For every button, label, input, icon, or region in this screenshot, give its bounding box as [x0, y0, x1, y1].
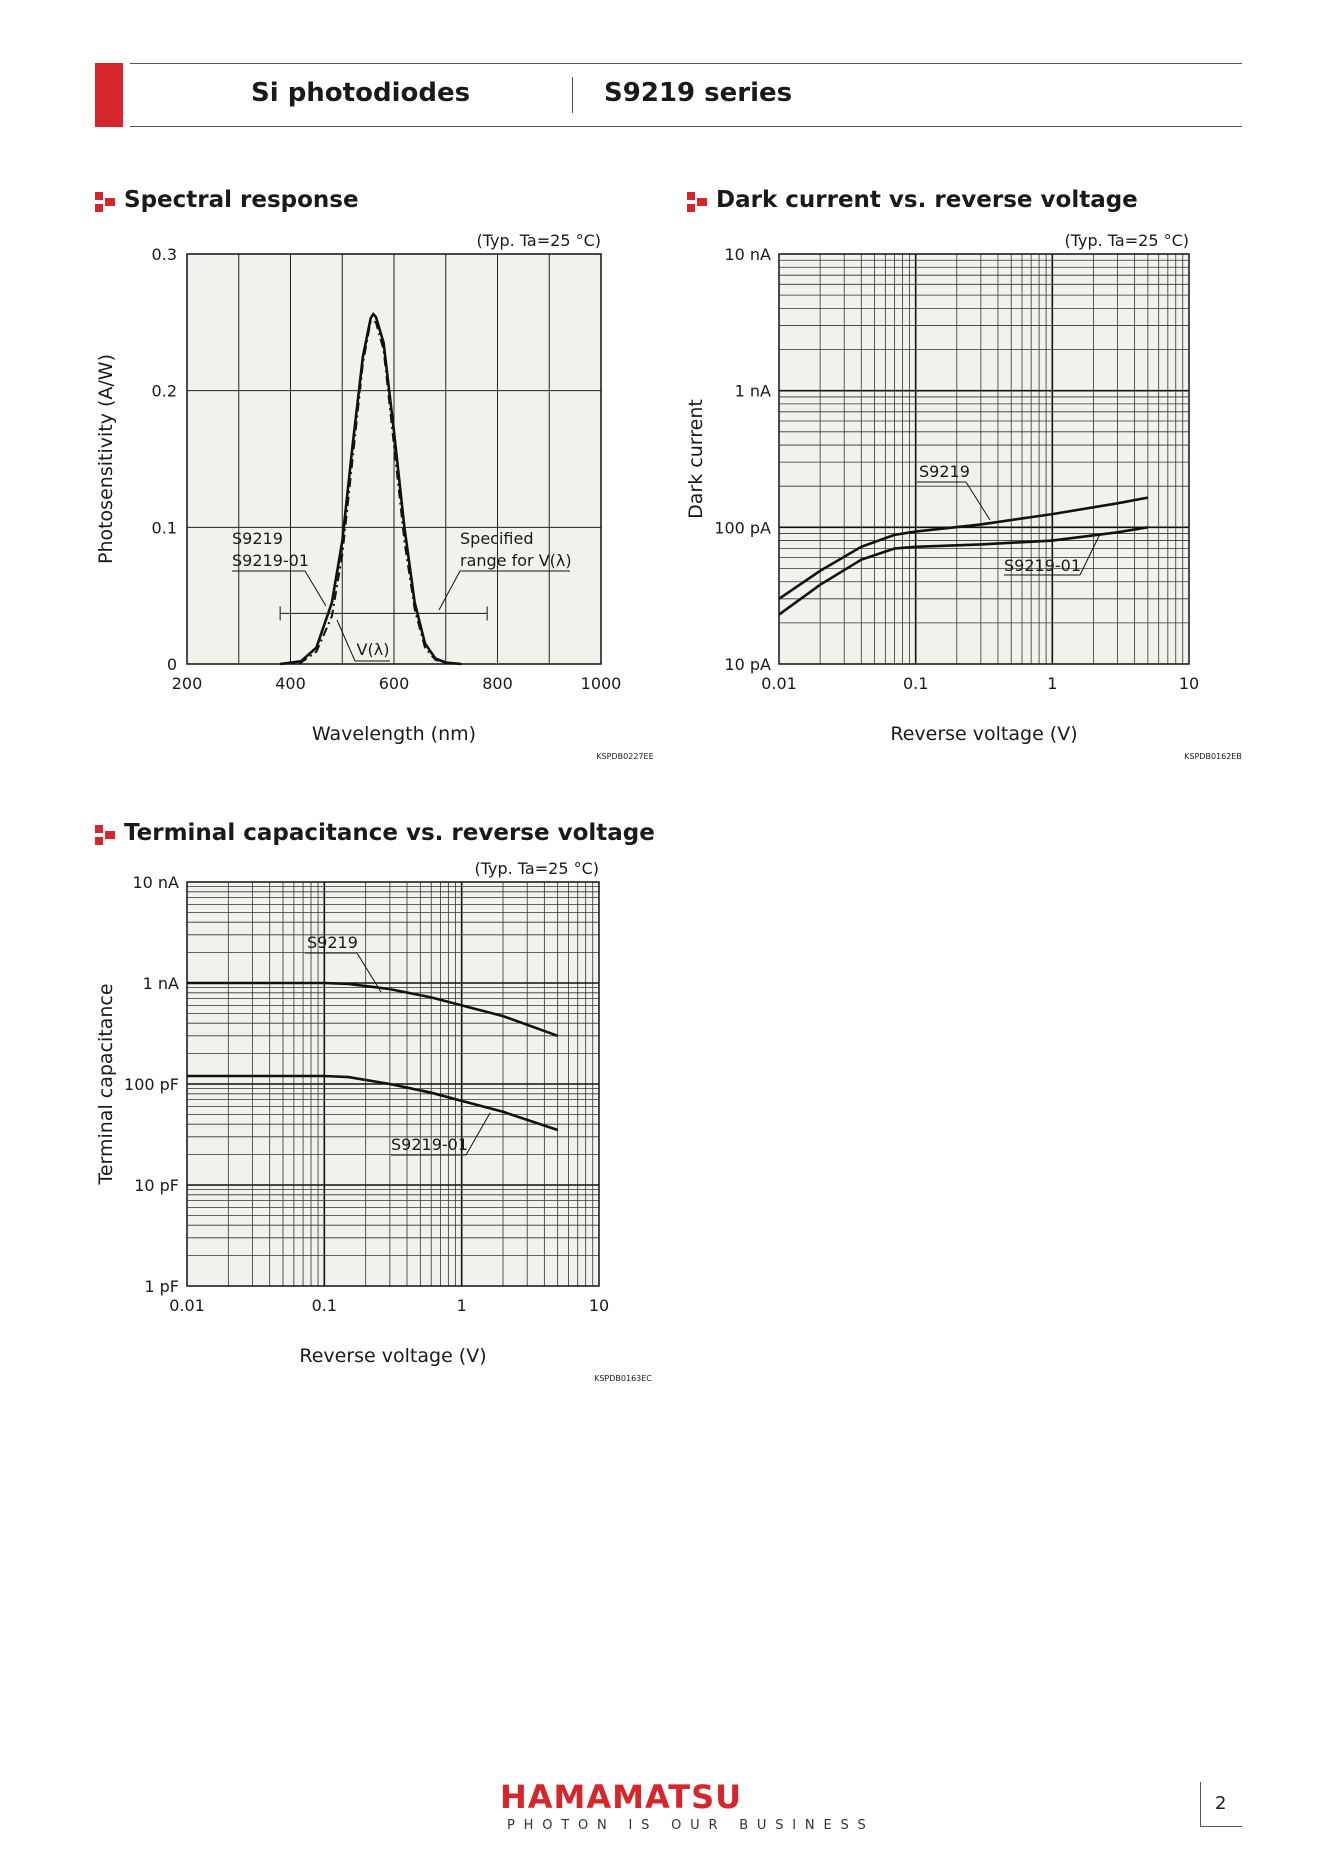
section-bullet-icon: [95, 825, 115, 845]
annotation-specified: Specified: [460, 529, 533, 548]
series-line: [187, 981, 559, 1038]
y-axis-label: Dark current: [685, 399, 707, 519]
annotation-s9219-01: S9219-01: [1004, 556, 1081, 575]
section-title-spectral: Spectral response: [124, 187, 359, 213]
leader-line: [356, 952, 382, 993]
annotation-s9219: S9219: [919, 462, 970, 481]
x-tick-label: 600: [379, 674, 410, 693]
leader-line: [304, 570, 327, 607]
plot-frame: [186, 881, 600, 1287]
x-tick-label: 1000: [581, 674, 622, 693]
y-axis-label: Photosensitivity (A/W): [95, 354, 117, 564]
x-axis-label: Reverse voltage (V): [299, 1345, 486, 1367]
series-line: [280, 319, 462, 665]
header-category: Si photodiodes: [251, 78, 471, 108]
section-bullet-icon: [95, 192, 115, 212]
leader-line: [336, 619, 356, 662]
annotation-s9219: S9219: [232, 529, 283, 548]
x-tick-label: 200: [172, 674, 203, 693]
section-bullet-icon: [687, 192, 707, 212]
y-tick-label: 10 nA: [132, 873, 179, 892]
figure-code: KSPDB0162EB: [1184, 752, 1242, 761]
header-red-bar: [95, 63, 123, 127]
series-line: [778, 526, 1149, 616]
header-series: S9219 series: [604, 78, 793, 108]
plot-frame: [778, 253, 1190, 665]
x-tick-label: 1: [1047, 674, 1057, 693]
y-tick-label: 100 pF: [124, 1075, 179, 1094]
x-axis-label: Reverse voltage (V): [890, 723, 1077, 745]
y-tick-label: 0.2: [152, 382, 177, 401]
x-tick-label: 400: [275, 674, 306, 693]
annotation-s9219-01: S9219-01: [391, 1135, 468, 1154]
x-tick-label: 0.1: [312, 1296, 337, 1315]
page-number-rule-h: [1200, 1826, 1242, 1827]
x-tick-label: 0.01: [761, 674, 797, 693]
header-bottom-rule: [130, 126, 1242, 127]
chart-condition: (Typ. Ta=25 °C): [476, 231, 601, 250]
chart-condition: (Typ. Ta=25 °C): [1064, 231, 1189, 250]
y-tick-label: 10 nA: [724, 245, 771, 264]
x-tick-label: 1: [457, 1296, 467, 1315]
header-top-rule: [130, 63, 1242, 64]
section-title-dark: Dark current vs. reverse voltage: [716, 187, 1138, 213]
hamamatsu-logo: HAMAMATSU: [500, 1778, 743, 1816]
annotation-s9219-01: S9219-01: [232, 551, 309, 570]
footer-tagline: PHOTON IS OUR BUSINESS: [507, 1818, 875, 1833]
page-number: 2: [1215, 1793, 1227, 1814]
y-tick-label: 1 nA: [735, 382, 771, 401]
y-tick-label: 0.1: [152, 518, 177, 537]
x-tick-label: 10: [1179, 674, 1199, 693]
y-axis-label: Terminal capacitance: [95, 983, 117, 1185]
series-line: [778, 496, 1149, 600]
leader-line: [438, 570, 461, 611]
x-tick-label: 0.01: [169, 1296, 205, 1315]
page-number-rule-v: [1200, 1782, 1201, 1826]
leader-line: [965, 481, 991, 521]
plot-frame: [186, 253, 602, 665]
y-tick-label: 100 pA: [714, 518, 771, 537]
x-tick-label: 800: [482, 674, 513, 693]
y-tick-label: 0.3: [152, 245, 177, 264]
annotation-range: range for V(λ): [460, 551, 572, 570]
leader-line: [465, 1112, 491, 1156]
annotation-vlambda: V(λ): [357, 640, 390, 659]
header-separator: [572, 77, 573, 113]
y-tick-label: 1 nA: [143, 974, 179, 993]
y-tick-label: 10 pA: [724, 655, 771, 674]
leader-line: [1079, 533, 1101, 576]
chart-condition: (Typ. Ta=25 °C): [474, 859, 599, 878]
series-line: [279, 311, 462, 666]
y-tick-label: 0: [167, 655, 177, 674]
figure-code: KSPDB0227EE: [596, 752, 653, 761]
annotation-s9219: S9219: [307, 933, 358, 952]
series-line: [187, 1074, 559, 1132]
plot-area: [779, 254, 1189, 664]
y-tick-label: 1 pF: [144, 1277, 179, 1296]
x-tick-label: 10: [589, 1296, 609, 1315]
section-title-capacitance: Terminal capacitance vs. reverse voltage: [124, 820, 655, 846]
figure-code: KSPDB0163EC: [594, 1374, 652, 1383]
y-tick-label: 10 pF: [134, 1176, 179, 1195]
x-tick-label: 0.1: [903, 674, 928, 693]
x-axis-label: Wavelength (nm): [312, 723, 476, 745]
